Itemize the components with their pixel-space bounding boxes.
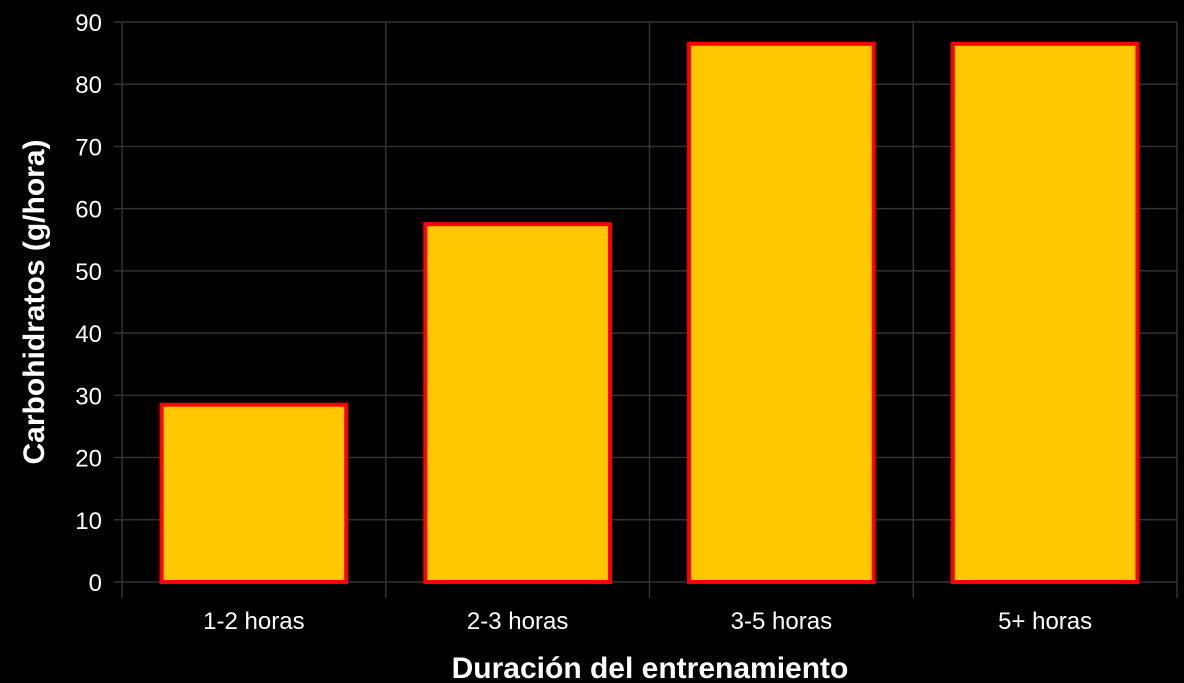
x-tick-label: 5+ horas [998, 608, 1092, 635]
y-tick-label: 0 [89, 570, 102, 597]
x-tick-label: 2-3 horas [467, 608, 568, 635]
y-tick-label: 10 [75, 508, 102, 535]
y-tick-label: 20 [75, 446, 102, 473]
y-tick-labels: 0 10 20 30 40 50 60 70 80 90 [75, 10, 102, 597]
y-tick-label: 70 [75, 134, 102, 161]
y-tick-label: 80 [75, 72, 102, 99]
bar [159, 402, 349, 584]
y-tick-label: 90 [75, 10, 102, 37]
x-tick-label: 1-2 horas [203, 608, 304, 635]
y-axis-title: Carbohidratos (g/hora) [18, 139, 51, 464]
x-axis-title: Duración del entrenamiento [452, 652, 849, 683]
y-tick-label: 40 [75, 321, 102, 348]
bar [423, 222, 612, 584]
x-tick-label: 3-5 horas [731, 608, 832, 635]
x-tick-labels: 1-2 horas 2-3 horas 3-5 horas 5+ horas [203, 608, 1092, 635]
y-tick-label: 60 [75, 197, 102, 224]
bar [950, 41, 1140, 585]
y-tick-label: 50 [75, 259, 102, 286]
y-tick-label: 30 [75, 383, 102, 410]
bar [687, 41, 876, 585]
bars [159, 41, 1140, 585]
